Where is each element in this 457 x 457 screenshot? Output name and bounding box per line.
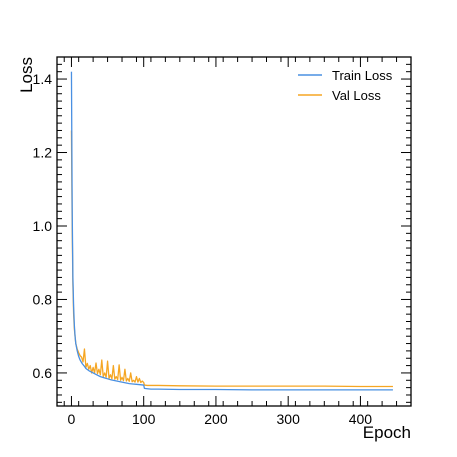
y-tick-label: 0.8 (33, 291, 53, 307)
plot-frame (56, 56, 412, 407)
series-lines (70, 71, 393, 391)
series-line-train-loss (70, 71, 393, 391)
minor-ticks (57, 57, 411, 406)
major-ticks (57, 57, 411, 406)
tick-labels: 0 100 200 300 400 0.6 0.8 1.0 1.2 1.4 (33, 71, 373, 427)
x-tick-label: 300 (277, 411, 301, 427)
legend-label-val-loss: Val Loss (332, 88, 381, 103)
x-tick-label: 200 (204, 411, 228, 427)
series-line-val-loss (70, 130, 393, 388)
legend-label-train-loss: Train Loss (332, 68, 393, 83)
x-tick-label: 100 (132, 411, 156, 427)
x-axis-label: Epoch (363, 423, 411, 442)
y-axis-label: Loss (17, 57, 36, 93)
y-tick-label: 0.6 (33, 365, 53, 381)
x-tick-label: 0 (68, 411, 76, 427)
y-tick-label: 1.4 (33, 71, 53, 87)
x-tick-label: 400 (349, 411, 373, 427)
y-tick-label: 1.0 (33, 218, 53, 234)
y-tick-label: 1.2 (33, 145, 53, 161)
legend: Train Loss Val Loss (298, 68, 393, 103)
